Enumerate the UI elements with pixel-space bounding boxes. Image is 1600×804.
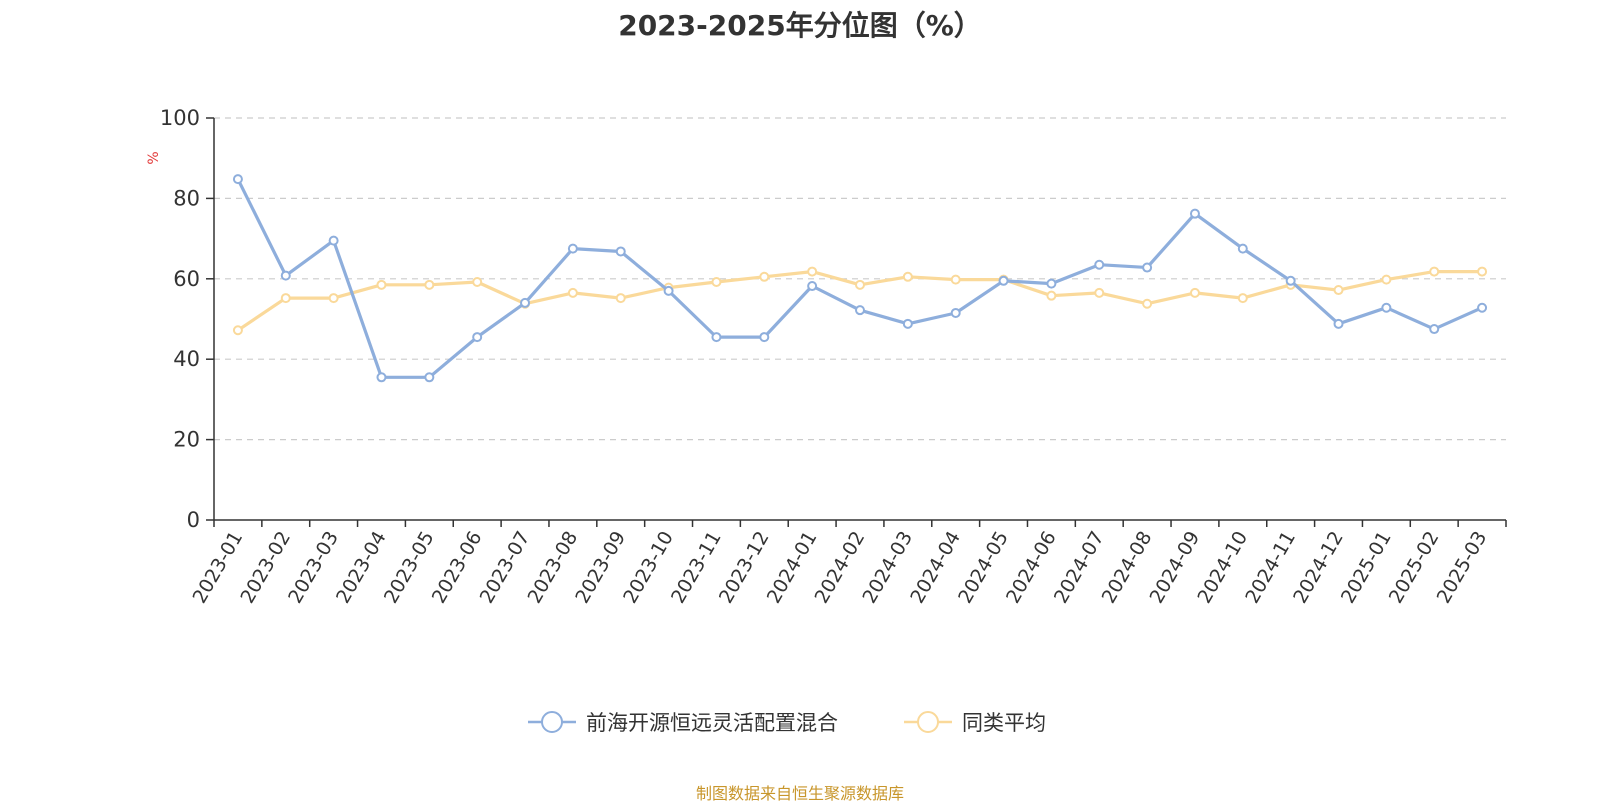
legend-marker: [541, 711, 563, 733]
y-tick-label: 40: [173, 347, 200, 371]
data-point: [1429, 266, 1440, 277]
legend-marker: [917, 711, 939, 733]
data-point: [1333, 318, 1344, 329]
data-point: [711, 332, 722, 343]
data-point: [1142, 298, 1153, 309]
data-point: [1094, 259, 1105, 270]
x-tick-labels: 2023-012023-022023-032023-042023-052023-…: [189, 528, 1492, 608]
data-point: [328, 293, 339, 304]
data-point: [663, 285, 674, 296]
legend: 前海开源恒远灵活配置混合 同类平均: [528, 711, 1046, 735]
axes: [206, 117, 1507, 527]
data-point: [902, 271, 913, 282]
data-point: [376, 279, 387, 290]
y-axis-unit-label: %: [146, 151, 162, 164]
data-point: [950, 274, 961, 285]
series-lines: [232, 174, 1488, 383]
data-point: [711, 277, 722, 288]
y-tick-label: 60: [173, 267, 200, 291]
data-point: [615, 246, 626, 257]
data-point: [1094, 287, 1105, 298]
data-point: [376, 372, 387, 383]
data-point: [1046, 278, 1057, 289]
line-chart: % 0 20 40 60 80 100 2023-012023-022023-032023…: [146, 106, 1507, 735]
data-point: [759, 271, 770, 282]
y-tick-label: 100: [160, 106, 200, 130]
data-point: [567, 287, 578, 298]
data-point: [1285, 275, 1296, 286]
data-point: [1189, 287, 1200, 298]
y-tick-label: 20: [173, 428, 200, 452]
data-point: [1189, 208, 1200, 219]
legend-label: 同类平均: [962, 711, 1046, 735]
data-point: [424, 279, 435, 290]
data-point: [1477, 302, 1488, 313]
data-point: [1046, 290, 1057, 301]
grid-lines: [214, 117, 1506, 441]
data-point: [1429, 324, 1440, 335]
source-note: 制图数据来自恒生聚源数据库: [695, 784, 904, 803]
data-point: [615, 293, 626, 304]
data-point: [1333, 285, 1344, 296]
data-point: [807, 281, 818, 292]
data-point: [1237, 293, 1248, 304]
y-tick-label: 80: [173, 186, 200, 210]
data-point: [855, 305, 865, 316]
data-point: [520, 297, 531, 308]
data-point: [950, 307, 961, 318]
data-point: [855, 279, 865, 290]
data-point: [472, 332, 483, 343]
data-point: [280, 293, 291, 304]
data-point: [807, 266, 818, 277]
data-point: [232, 174, 243, 185]
data-point: [472, 277, 483, 288]
y-tick-label: 0: [187, 508, 200, 532]
data-point: [902, 318, 913, 329]
data-point: [1142, 262, 1153, 273]
data-point: [424, 372, 435, 383]
data-point: [1381, 274, 1392, 285]
data-point: [280, 270, 291, 281]
data-point: [998, 275, 1009, 286]
data-point: [328, 235, 339, 246]
data-point: [1237, 243, 1248, 254]
legend-label: 前海开源恒远灵活配置混合: [586, 711, 838, 735]
data-point: [1477, 266, 1488, 277]
chart-title: 2023-2025年分位图（%）: [618, 9, 982, 42]
data-point: [759, 332, 770, 343]
data-point: [232, 325, 243, 336]
data-point: [567, 243, 578, 254]
data-point: [1381, 302, 1392, 313]
y-tick-labels: 0 20 40 60 80 100: [160, 106, 200, 532]
